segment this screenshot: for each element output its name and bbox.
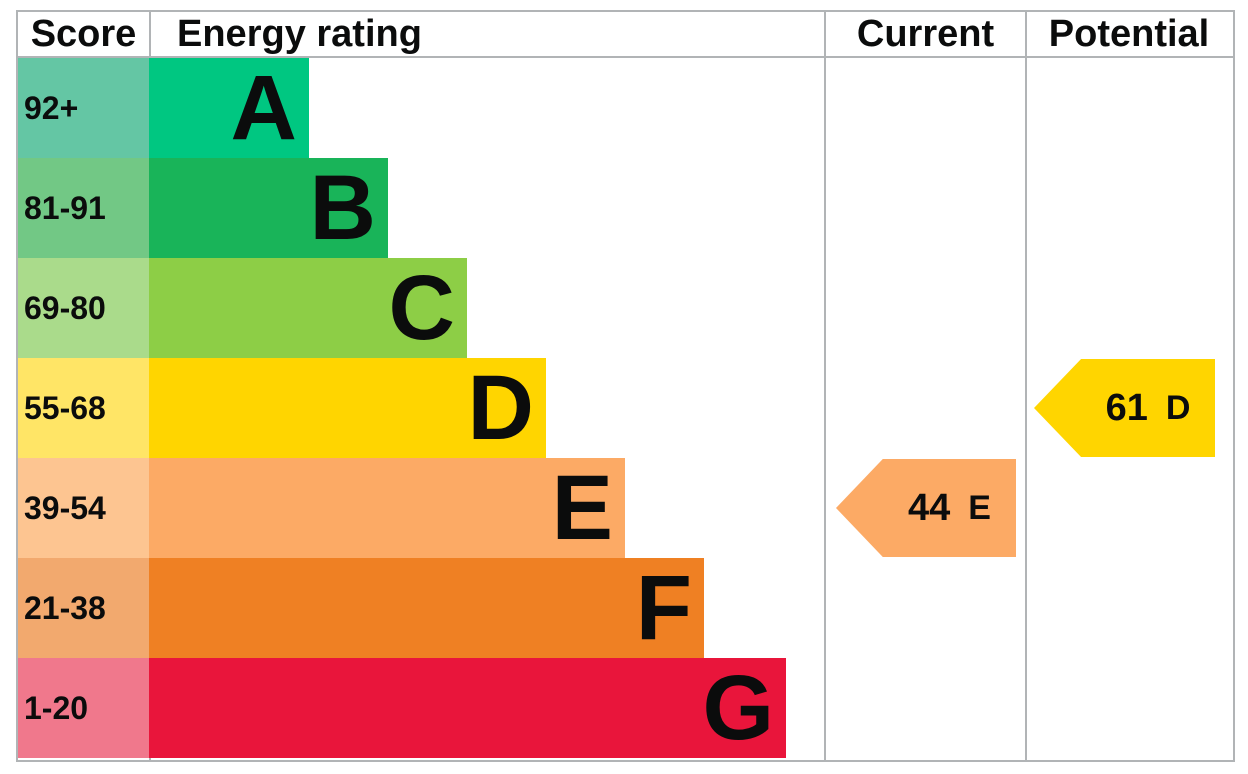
band-letter: A xyxy=(230,57,297,159)
band-row: 1-20 G xyxy=(18,658,1233,758)
potential-rating-value: 61 xyxy=(1105,386,1148,429)
current-rating-value: 44 xyxy=(908,486,951,529)
divider-rating-current xyxy=(824,12,826,760)
band-score-range: 39-54 xyxy=(18,458,149,558)
band-bar: A xyxy=(149,58,309,158)
band-letter: B xyxy=(309,157,376,259)
epc-energy-rating-chart: Score Energy rating Current Potential 92… xyxy=(16,10,1235,762)
band-row: 92+ A xyxy=(18,58,1233,158)
column-header-current: Current xyxy=(856,13,995,55)
band-score-range: 81-91 xyxy=(18,158,149,258)
band-row: 81-91 B xyxy=(18,158,1233,258)
column-header-energy-rating: Energy rating xyxy=(177,13,422,55)
band-row: 21-38 F xyxy=(18,558,1233,658)
band-bar: B xyxy=(149,158,388,258)
band-bar: C xyxy=(149,258,467,358)
band-bar: D xyxy=(149,358,546,458)
divider-current-potential xyxy=(1025,12,1027,760)
band-score-range: 1-20 xyxy=(18,658,149,758)
band-bar: G xyxy=(149,658,786,758)
band-letter: D xyxy=(467,357,534,459)
band-score-range: 69-80 xyxy=(18,258,149,358)
band-rows: 92+ A 81-91 B 69-80 C 55-68 D 39-54 E 21… xyxy=(18,58,1233,758)
band-bar: F xyxy=(149,558,704,658)
band-score-range: 92+ xyxy=(18,58,149,158)
column-header-score: Score xyxy=(30,13,137,55)
band-score-range: 55-68 xyxy=(18,358,149,458)
epc-chart-body: Score Energy rating Current Potential 92… xyxy=(18,12,1233,760)
band-letter: F xyxy=(635,557,692,659)
current-rating-band-letter: E xyxy=(968,488,991,527)
band-letter: G xyxy=(702,657,774,759)
chart-header-row: Score Energy rating Current Potential xyxy=(18,12,1233,58)
band-row: 39-54 E xyxy=(18,458,1233,558)
band-score-range: 21-38 xyxy=(18,558,149,658)
band-bar: E xyxy=(149,458,625,558)
column-header-potential: Potential xyxy=(1048,13,1210,55)
band-letter: C xyxy=(388,257,455,359)
band-row: 55-68 D xyxy=(18,358,1233,458)
band-row: 69-80 C xyxy=(18,258,1233,358)
potential-rating-band-letter: D xyxy=(1165,388,1191,427)
band-letter: E xyxy=(551,457,613,559)
